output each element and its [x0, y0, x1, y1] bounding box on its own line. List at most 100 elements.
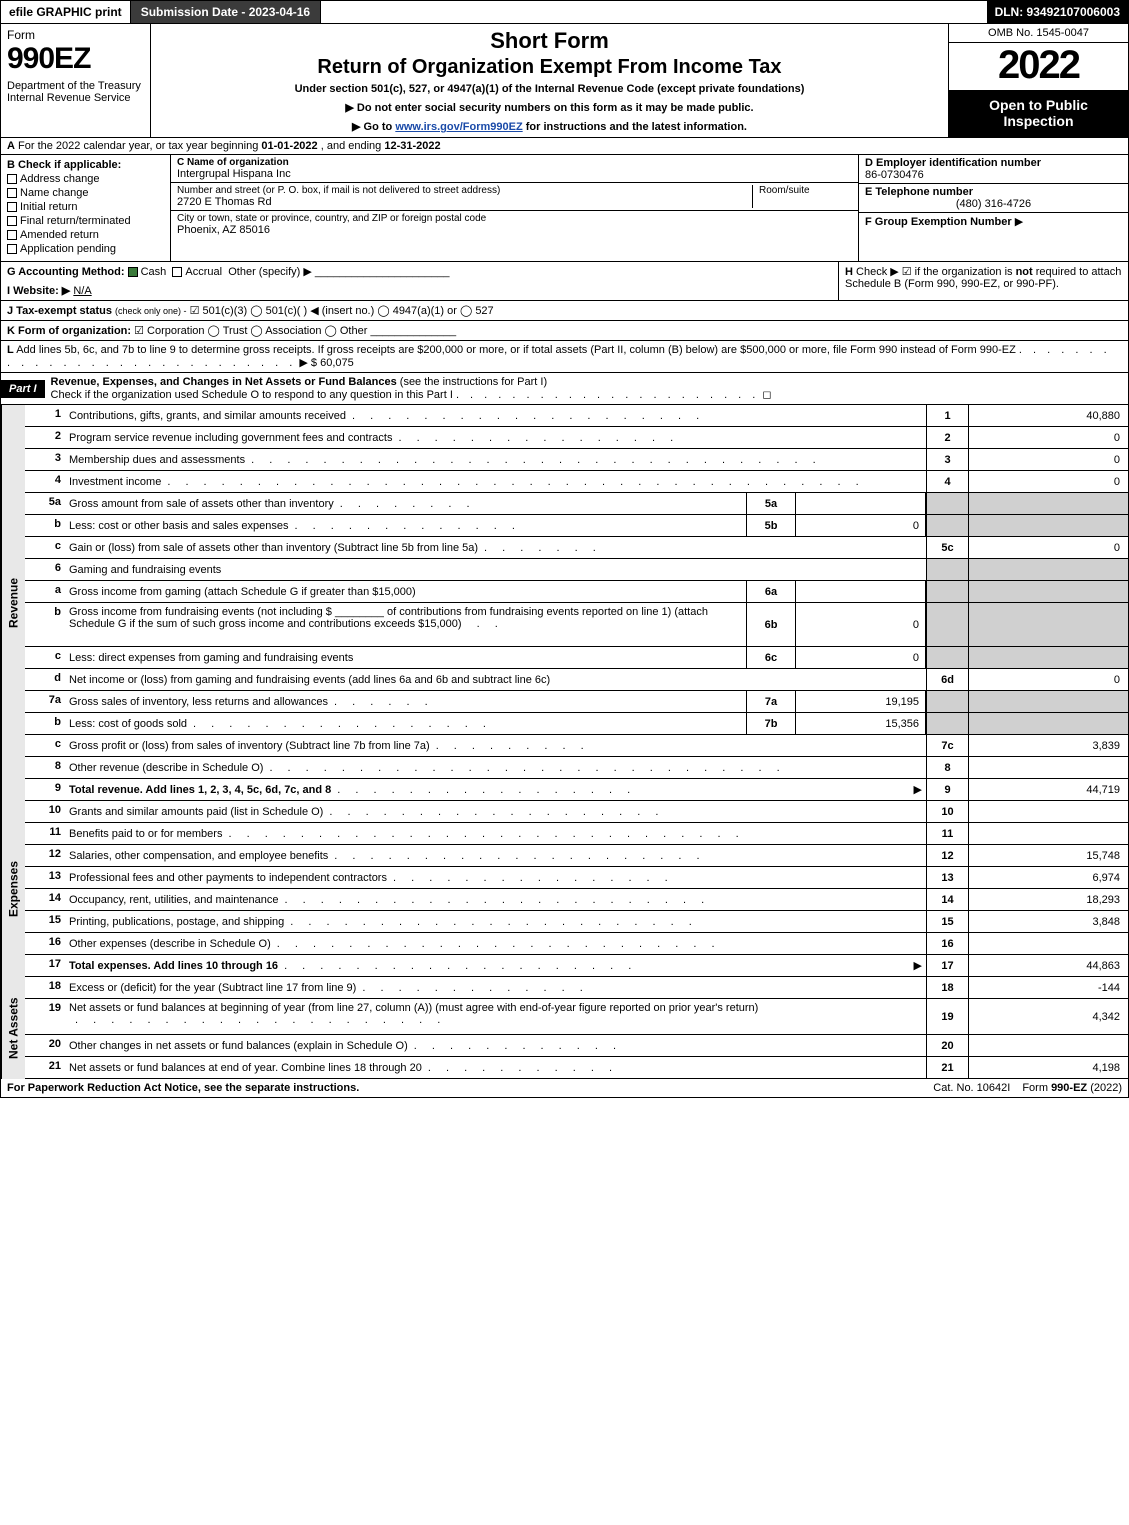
sec-l-label: L	[7, 344, 14, 356]
line-12: 12Salaries, other compensation, and empl…	[25, 845, 1128, 867]
submission-date: Submission Date - 2023-04-16	[131, 1, 321, 23]
section-a: A For the 2022 calendar year, or tax yea…	[0, 138, 1129, 155]
line-7a: 7aGross sales of inventory, less returns…	[25, 691, 1128, 713]
subtitle-section: Under section 501(c), 527, or 4947(a)(1)…	[161, 83, 938, 95]
sec-l-arrow: ▶ $	[299, 357, 317, 369]
line-5c: cGain or (loss) from sale of assets othe…	[25, 537, 1128, 559]
sec-a-label: A	[7, 140, 15, 152]
efile-print[interactable]: efile GRAPHIC print	[1, 1, 131, 23]
line-6: 6Gaming and fundraising events	[25, 559, 1128, 581]
line-4: 4Investment income. . . . . . . . . . . …	[25, 471, 1128, 493]
chk-name-change[interactable]: Name change	[7, 187, 164, 199]
line-6d: dNet income or (loss) from gaming and fu…	[25, 669, 1128, 691]
val-7b: 15,356	[796, 713, 926, 734]
section-c: C Name of organization Intergrupal Hispa…	[171, 155, 858, 261]
amt-4: 0	[968, 471, 1128, 492]
line-5a: 5aGross amount from sale of assets other…	[25, 493, 1128, 515]
paperwork-notice: For Paperwork Reduction Act Notice, see …	[1, 1079, 927, 1097]
chk-amended-return[interactable]: Amended return	[7, 229, 164, 241]
form-ref: Form 990-EZ (2022)	[1016, 1079, 1128, 1097]
tax-exempt-opts: ☑ 501(c)(3) ◯ 501(c)( ) ◀ (insert no.) ◯…	[190, 305, 494, 317]
val-6c: 0	[796, 647, 926, 668]
accounting-label: G Accounting Method:	[7, 266, 125, 278]
org-name-row: C Name of organization Intergrupal Hispa…	[171, 155, 858, 183]
form-word: Form	[7, 28, 144, 42]
dln: DLN: 93492107006003	[987, 1, 1128, 23]
amt-10	[968, 801, 1128, 822]
amt-12: 15,748	[968, 845, 1128, 866]
line-6c: cLess: direct expenses from gaming and f…	[25, 647, 1128, 669]
form-of-org-label: K Form of organization:	[7, 325, 131, 337]
gross-receipts: 60,075	[320, 357, 354, 369]
amt-20	[968, 1035, 1128, 1056]
tax-exempt-label: J Tax-exempt status	[7, 305, 112, 317]
group-exemption-arrow: ▶	[1015, 216, 1023, 228]
line-17: 17Total expenses. Add lines 10 through 1…	[25, 955, 1128, 977]
city-row: City or town, state or province, country…	[171, 211, 858, 238]
amt-7c: 3,839	[968, 735, 1128, 756]
amt-16	[968, 933, 1128, 954]
sec-a-mid: , and ending	[321, 140, 385, 152]
irs-link[interactable]: www.irs.gov/Form990EZ	[395, 121, 522, 133]
part-i-title2: (see the instructions for Part I)	[400, 376, 547, 388]
section-e: E Telephone number (480) 316-4726	[859, 184, 1128, 213]
cat-no: Cat. No. 10642I	[927, 1079, 1016, 1097]
ein-label: D Employer identification number	[865, 157, 1041, 169]
section-k: K Form of organization: ☑ Corporation ◯ …	[0, 321, 1129, 341]
line-7b: bLess: cost of goods sold. . . . . . . .…	[25, 713, 1128, 735]
tax-year-begin: 01-01-2022	[261, 140, 317, 152]
line-19: 19Net assets or fund balances at beginni…	[25, 999, 1128, 1035]
line-21: 21Net assets or fund balances at end of …	[25, 1057, 1128, 1079]
street-label: Number and street (or P. O. box, if mail…	[177, 185, 752, 196]
section-j: J Tax-exempt status (check only one) - ☑…	[0, 301, 1129, 321]
form-of-org-opts: ☑ Corporation ◯ Trust ◯ Association ◯ Ot…	[134, 325, 367, 337]
chk-cash[interactable]	[128, 267, 138, 277]
line-18: 18Excess or (deficit) for the year (Subt…	[25, 977, 1128, 999]
irs-label: Internal Revenue Service	[7, 92, 144, 104]
chk-initial-return[interactable]: Initial return	[7, 201, 164, 213]
sec-h-label: H	[845, 266, 853, 278]
lines-table: Revenue 1Contributions, gifts, grants, a…	[0, 405, 1129, 1079]
section-b: B Check if applicable: Address change Na…	[1, 155, 171, 261]
section-d: D Employer identification number 86-0730…	[859, 155, 1128, 184]
amt-2: 0	[968, 427, 1128, 448]
omb-number: OMB No. 1545-0047	[949, 24, 1128, 43]
amt-1: 40,880	[968, 405, 1128, 426]
chk-accrual[interactable]	[172, 267, 182, 277]
line-5b: bLess: cost or other basis and sales exp…	[25, 515, 1128, 537]
group-exemption-label: F Group Exemption Number	[865, 216, 1012, 228]
return-title: Return of Organization Exempt From Incom…	[161, 56, 938, 79]
line-3: 3Membership dues and assessments. . . . …	[25, 449, 1128, 471]
goto-instructions: ▶ Go to www.irs.gov/Form990EZ for instru…	[161, 120, 938, 133]
val-7a: 19,195	[796, 691, 926, 712]
website-value: N/A	[73, 285, 91, 297]
room-label: Room/suite	[759, 185, 852, 196]
section-gh: G Accounting Method: Cash Accrual Other …	[0, 262, 1129, 301]
street-row: Number and street (or P. O. box, if mail…	[171, 183, 858, 211]
part-i-checkline: Check if the organization used Schedule …	[51, 389, 453, 401]
section-def: D Employer identification number 86-0730…	[858, 155, 1128, 261]
form-header: Form 990EZ Department of the Treasury In…	[0, 24, 1129, 138]
amt-3: 0	[968, 449, 1128, 470]
amt-9: 44,719	[968, 779, 1128, 800]
section-h: H Check ▶ ☑ if the organization is not r…	[838, 262, 1128, 300]
line-11: 11Benefits paid to or for members. . . .…	[25, 823, 1128, 845]
revenue-label: Revenue	[1, 405, 25, 801]
tax-exempt-tiny: (check only one) -	[115, 306, 187, 316]
tax-year: 2022	[949, 43, 1128, 91]
chk-final-return[interactable]: Final return/terminated	[7, 215, 164, 227]
sec-b-title: Check if applicable:	[18, 159, 121, 171]
chk-application-pending[interactable]: Application pending	[7, 243, 164, 255]
val-6a	[796, 581, 926, 602]
street-value: 2720 E Thomas Rd	[177, 196, 752, 208]
part-i-checkbox[interactable]: ◻	[762, 389, 771, 401]
chk-address-change[interactable]: Address change	[7, 173, 164, 185]
phone-label: E Telephone number	[865, 186, 973, 198]
sec-b-label: B	[7, 159, 15, 171]
tax-year-end: 12-31-2022	[384, 140, 440, 152]
amt-5c: 0	[968, 537, 1128, 558]
line-9: 9Total revenue. Add lines 1, 2, 3, 4, 5c…	[25, 779, 1128, 801]
ssn-warning: ▶ Do not enter social security numbers o…	[161, 101, 938, 114]
amt-8	[968, 757, 1128, 778]
amt-6d: 0	[968, 669, 1128, 690]
